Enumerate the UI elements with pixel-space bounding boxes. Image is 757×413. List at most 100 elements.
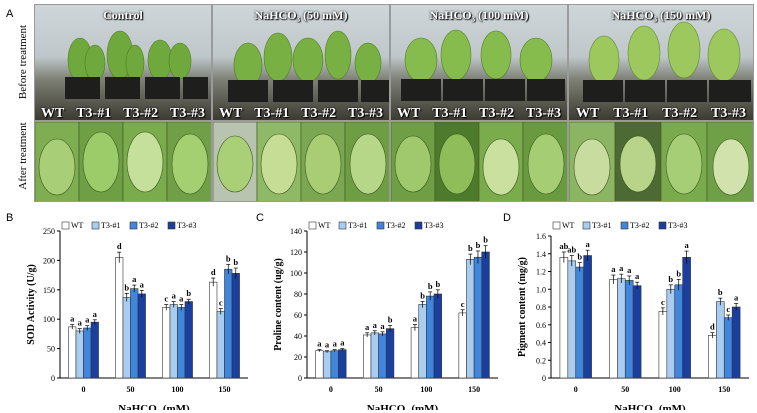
legend-label: T3-#1 (592, 221, 612, 230)
significance-letter: a (78, 318, 83, 328)
y-tick-label: 0.2 (536, 356, 546, 365)
significance-letter: c (726, 304, 730, 314)
bar (184, 301, 193, 379)
x-tick-label: 50 (621, 385, 629, 394)
bar (162, 307, 171, 379)
sod-activity-chart: 0 50 100 150 200 250 SOD Activity (U/g) NaHCO₃ … (26, 221, 248, 410)
photo-control-after (34, 121, 212, 202)
significance-letter: b (428, 281, 433, 291)
significance-letter: a (685, 240, 690, 250)
bar (433, 293, 442, 379)
bar (682, 256, 691, 379)
bar (609, 279, 618, 379)
significance-letter: a (586, 239, 591, 249)
genotype-label: T3-#3 (170, 106, 206, 121)
significance-letter: a (93, 309, 98, 319)
significance-letter: c (219, 298, 223, 308)
significance-letter: c (661, 297, 665, 307)
bar (624, 280, 634, 379)
legend-swatch (582, 221, 591, 230)
bar (330, 350, 339, 379)
significance-letter: d (211, 267, 216, 277)
legend-swatch (308, 221, 317, 230)
significance-letter: a (333, 339, 338, 349)
condition-label-50mm: NaHCO₃ (50 mM) (254, 8, 348, 22)
legend-label: T3-#3 (177, 221, 197, 230)
significance-letter: b (233, 257, 238, 267)
bar (231, 273, 240, 379)
legend-label: T3-#2 (139, 221, 159, 230)
significance-letter: a (734, 292, 739, 302)
legend-label: T3-#2 (386, 221, 406, 230)
condition-label-150mm: NaHCO₃ (150 mM) (611, 8, 711, 22)
x-tick-label: 150 (219, 385, 231, 394)
legend-label: WT (318, 221, 331, 230)
genotype-label: T3-#3 (348, 106, 384, 121)
legend-swatch (129, 221, 138, 230)
bar (68, 326, 77, 379)
photo-panel: Control WT T3-#1 T3-#2 T3-#3 NaHCO₃ (50 … (34, 4, 754, 202)
y-tick-label: 0 (51, 374, 55, 383)
genotype-row: WT T3-#1 T3-#2 T3-#3 (35, 106, 211, 121)
legend-swatch (552, 221, 561, 230)
plant-photo-illustration (228, 30, 389, 102)
x-tick-label: 100 (669, 385, 681, 394)
y-tick-label: 0.4 (536, 339, 546, 348)
photo-100mm-before: NaHCO₃ (100 mM) WT T3-#1 T3-#2 T3-#3 (390, 4, 568, 121)
y-tick-label: 60 (294, 311, 302, 320)
before-treatment-label: Before treatment (17, 24, 29, 100)
significance-letter: d (117, 241, 122, 251)
photo-50mm-before: NaHCO₃ (50 mM) WT T3-#1 T3-#2 T3-#3 (212, 4, 390, 121)
y-tick-label: 0.8 (536, 303, 546, 312)
significance-letter: a (325, 340, 330, 350)
bar (418, 304, 427, 379)
bar (122, 297, 131, 379)
panel-c-label: C (256, 212, 264, 224)
photo-150mm-before: NaHCO₃ (150 mM) WT T3-#1 T3-#2 T3-#3 (568, 4, 754, 121)
genotype-label: WT (575, 106, 600, 121)
bar (575, 266, 584, 379)
leaf-closeup-illustration (213, 122, 389, 201)
genotype-label: T3-#1 (432, 106, 468, 121)
legend-label: T3-#3 (424, 221, 444, 230)
y-tick-label: 40 (294, 332, 302, 341)
significance-letter: b (483, 235, 488, 245)
genotype-label: T3-#2 (301, 106, 337, 121)
photo-50mm-after (212, 121, 390, 202)
genotype-label: T3-#3 (711, 106, 747, 121)
significance-letter: a (172, 291, 177, 301)
y-axis-title: SOD Activity (U/g) (26, 264, 37, 345)
y-tick-label: 80 (294, 290, 302, 299)
significance-letter: a (317, 339, 322, 349)
x-axis-title: NaHCO₃ (mM) (367, 403, 439, 410)
bar (674, 284, 683, 379)
significance-letter: ab (559, 241, 568, 251)
genotype-label: T3-#1 (254, 106, 290, 121)
significance-letter: c (164, 294, 168, 304)
significance-letter: b (186, 288, 191, 298)
y-tick-label: 1.4 (536, 250, 546, 259)
significance-letter: b (226, 254, 231, 264)
genotype-label: T3-#1 (76, 106, 112, 121)
genotype-row: WT T3-#1 T3-#2 T3-#3 (391, 106, 567, 121)
photo-100mm-after (390, 121, 568, 202)
leaf-closeup-illustration (569, 122, 753, 201)
y-tick-label: 100 (290, 269, 302, 278)
y-tick-label: 250 (43, 227, 55, 236)
significance-letter: a (635, 271, 640, 281)
y-tick-label: 120 (290, 248, 302, 257)
bar (137, 293, 146, 379)
y-tick-label: 0.6 (536, 321, 546, 330)
legend-label: T3-#1 (348, 221, 368, 230)
y-tick-label: 140 (290, 227, 302, 236)
proline-content-chart: 0 20 40 60 80 100 120 140 Proline content (ug/g)… (273, 221, 498, 410)
plant-photo-illustration (65, 30, 208, 99)
genotype-row: WT T3-#1 T3-#2 T3-#3 (213, 106, 389, 121)
bar (115, 257, 124, 379)
bar (177, 307, 186, 379)
after-treatment-label: After treatment (17, 122, 29, 190)
bar (632, 285, 642, 379)
significance-letter: a (179, 294, 184, 304)
bar (224, 268, 233, 379)
bar (567, 260, 577, 379)
